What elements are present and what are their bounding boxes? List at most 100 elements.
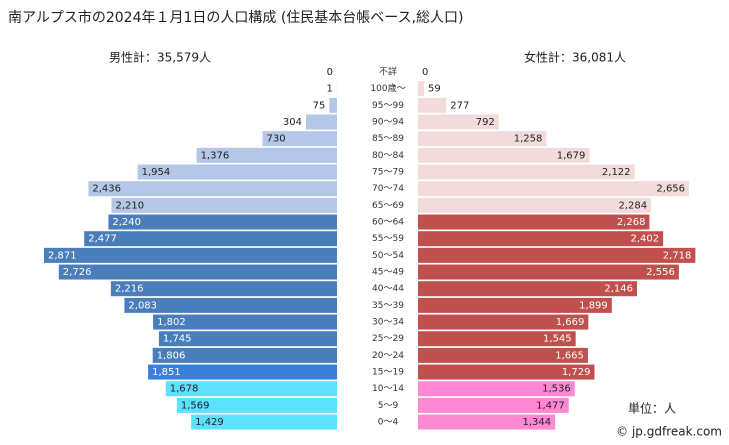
value-label: 1 [327,84,333,95]
value-label: 2,284 [618,200,647,211]
value-label: 59 [428,84,441,95]
bar [418,231,664,247]
value-label: 2,718 [663,250,692,261]
bar [191,414,337,430]
bar [418,197,652,213]
value-label: 2,656 [656,184,685,195]
bar [305,114,337,130]
category-label: 10～14 [372,384,404,394]
value-label: 0 [327,67,333,78]
value-label: 1,376 [201,150,230,161]
value-label: 1,344 [523,417,552,428]
category-label: 15～19 [372,368,404,378]
bar [262,131,337,147]
value-label: 2,436 [92,184,121,195]
value-label: 2,216 [115,284,144,295]
category-label: 25～29 [372,334,404,344]
bar [418,281,638,297]
bar [176,397,337,413]
category-label: 80～84 [372,151,404,161]
category-label: 95～99 [372,101,404,111]
value-label: 1,678 [170,384,199,395]
value-label: 2,402 [630,234,659,245]
chart-title: 南アルプス市の2024年１月1日の人口構成 (住民基本台帳ベース,総人口) [8,9,464,26]
bar [196,147,337,163]
category-label: 100歳～ [370,82,405,94]
value-label: 792 [476,117,495,128]
bar [418,297,612,313]
bar [137,164,337,180]
bar [152,347,337,363]
value-label: 2,871 [48,250,77,261]
category-label: 50～54 [372,251,404,261]
bar [418,331,576,347]
category-label: 35～39 [372,301,404,311]
bar [418,264,679,280]
bar [418,214,650,230]
category-label: 5～9 [378,401,399,411]
bar [418,114,499,130]
bar [158,331,337,347]
bar [418,247,696,263]
category-label: 70～74 [372,184,404,194]
bar [111,197,337,213]
value-label: 1,806 [157,350,186,361]
value-label: 730 [266,134,285,145]
value-label: 277 [450,100,469,111]
value-label: 2,210 [115,200,144,211]
bar [153,314,337,330]
value-label: 1,477 [536,400,565,411]
credit: © jp.gdfreak.com [616,425,722,439]
bar [418,131,547,147]
value-label: 1,665 [555,350,584,361]
bar [418,314,589,330]
value-label: 2,556 [646,267,675,278]
value-label: 2,122 [602,167,631,178]
bar [44,247,337,263]
value-label: 1,899 [579,300,608,311]
value-label: 1,851 [152,367,181,378]
value-label: 2,146 [604,284,633,295]
value-label: 2,268 [617,217,646,228]
legend-male: 男性計：35,579人 [109,50,211,65]
legend-female: 女性計：36,081人 [524,50,626,65]
bar [418,347,588,363]
value-label: 0 [422,67,428,78]
bar [418,414,556,430]
bar [418,381,575,397]
bar [165,381,337,397]
value-label: 1,258 [514,134,543,145]
value-label: 1,729 [562,367,591,378]
bar [418,97,447,113]
bar [418,81,425,97]
bar [124,297,337,313]
value-label: 1,669 [556,317,585,328]
value-label: 75 [313,100,326,111]
category-label: 0～4 [378,418,399,428]
value-label: 1,954 [142,167,171,178]
category-label: 45～49 [372,268,404,278]
value-label: 2,240 [112,217,141,228]
category-label: 85～89 [372,134,404,144]
bar [418,164,635,180]
bar [108,214,337,230]
category-label: 20～24 [372,351,404,361]
category-label: 40～44 [372,284,404,294]
value-label: 1,545 [543,334,572,345]
value-label: 1,679 [557,150,586,161]
category-label: 75～79 [372,168,404,178]
value-label: 2,726 [63,267,92,278]
category-label: 不詳 [379,66,397,78]
value-label: 1,745 [163,334,192,345]
category-label: 90～94 [372,118,404,128]
unit-label: 単位：人 [628,401,676,416]
value-label: 1,536 [542,384,571,395]
value-label: 1,429 [195,417,224,428]
category-label: 55～59 [372,234,404,244]
value-label: 1,802 [157,317,186,328]
bar [110,281,338,297]
value-label: 2,083 [128,300,157,311]
category-label: 65～69 [372,201,404,211]
bar [88,181,337,197]
